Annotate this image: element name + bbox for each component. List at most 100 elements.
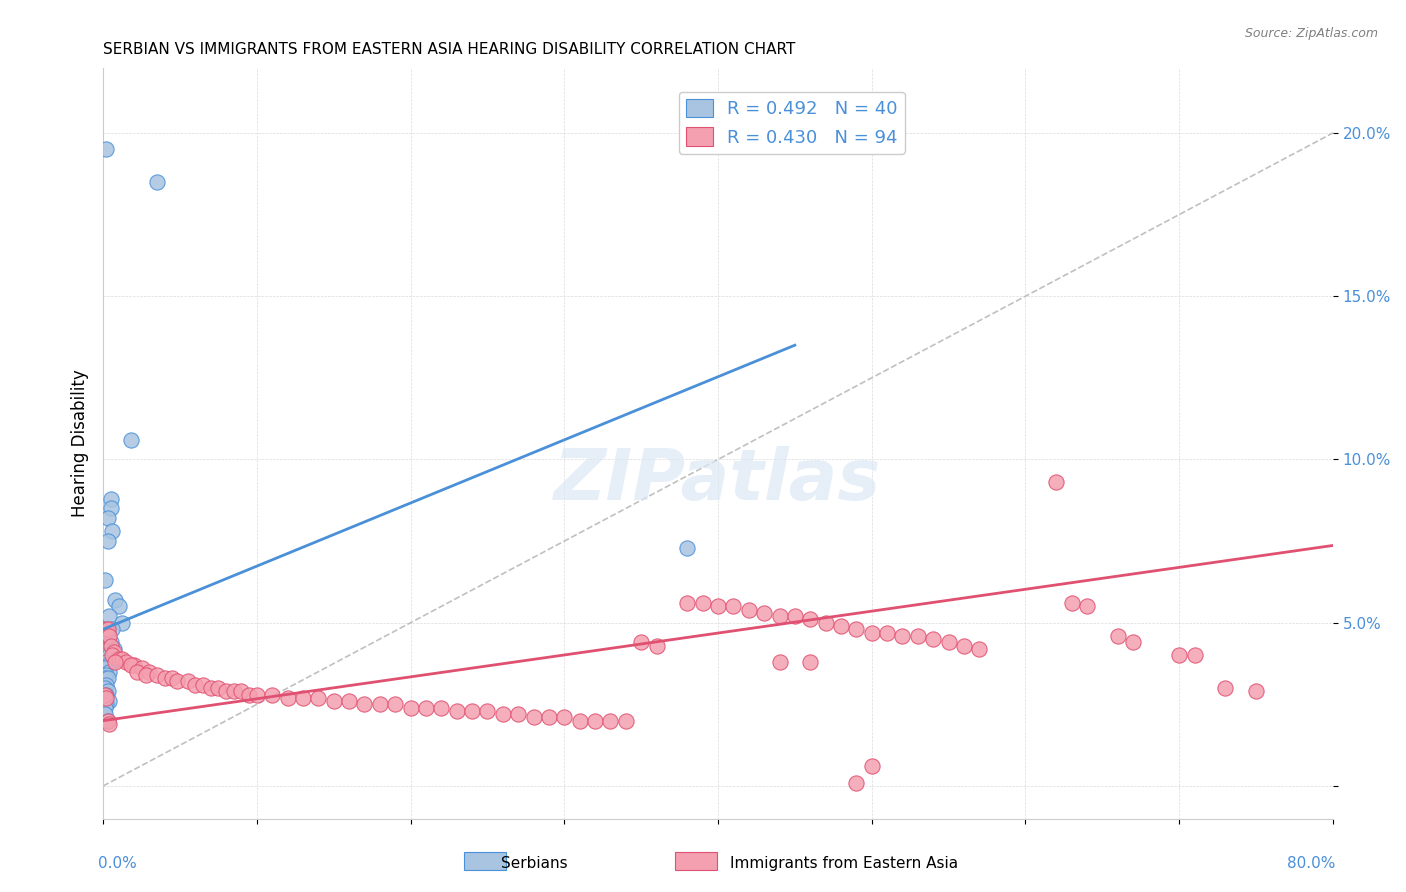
- Point: [860, 759, 883, 773]
- Point: [830, 619, 852, 633]
- Point: [98, 648, 121, 663]
- Point: [1337, 592, 1360, 607]
- Point: [568, 714, 591, 728]
- Point: [98, 609, 121, 624]
- Point: [922, 632, 945, 646]
- Point: [98, 694, 121, 708]
- Point: [100, 635, 122, 649]
- Point: [101, 524, 124, 539]
- Point: [96, 678, 118, 692]
- Point: [876, 625, 898, 640]
- Point: [938, 635, 960, 649]
- Point: [97, 714, 120, 728]
- Point: [537, 710, 560, 724]
- Point: [120, 658, 142, 673]
- Point: [101, 655, 124, 669]
- Point: [1045, 475, 1067, 490]
- Point: [93, 671, 115, 685]
- Point: [120, 433, 142, 447]
- Point: [1244, 684, 1267, 698]
- Point: [845, 775, 868, 789]
- Point: [97, 622, 120, 636]
- Point: [96, 668, 118, 682]
- Point: [1107, 629, 1129, 643]
- Point: [645, 639, 668, 653]
- Point: [125, 665, 148, 679]
- Point: [337, 694, 360, 708]
- Text: ZIPatlas: ZIPatlas: [554, 446, 882, 516]
- Point: [384, 698, 406, 712]
- Point: [1076, 599, 1098, 614]
- Point: [93, 648, 115, 663]
- Point: [799, 655, 821, 669]
- Point: [97, 511, 120, 525]
- Point: [184, 678, 207, 692]
- Point: [100, 501, 122, 516]
- Point: [110, 615, 132, 630]
- Point: [1353, 599, 1375, 614]
- Point: [430, 700, 453, 714]
- Point: [477, 704, 499, 718]
- Point: [845, 622, 868, 636]
- Point: [446, 704, 468, 718]
- Text: 80.0%: 80.0%: [1288, 856, 1336, 871]
- Point: [307, 690, 329, 705]
- Point: [153, 671, 176, 685]
- Point: [399, 700, 422, 714]
- Point: [93, 681, 115, 695]
- Point: [146, 175, 169, 189]
- Point: [553, 710, 575, 724]
- Point: [107, 651, 129, 665]
- Point: [676, 596, 699, 610]
- Point: [969, 641, 991, 656]
- Point: [461, 704, 484, 718]
- Point: [98, 665, 121, 679]
- Point: [135, 668, 157, 682]
- Point: [97, 534, 120, 549]
- Point: [104, 655, 127, 669]
- Point: [97, 671, 120, 685]
- Point: [93, 707, 115, 722]
- Point: [238, 688, 260, 702]
- Point: [291, 690, 314, 705]
- Point: [96, 698, 118, 712]
- Point: [1213, 681, 1236, 695]
- Point: [98, 629, 121, 643]
- Point: [246, 688, 269, 702]
- Point: [215, 684, 238, 698]
- Point: [97, 641, 120, 656]
- Point: [162, 671, 184, 685]
- Point: [614, 714, 637, 728]
- Point: [93, 688, 115, 702]
- Point: [322, 694, 344, 708]
- Point: [799, 612, 821, 626]
- Point: [860, 625, 883, 640]
- Point: [122, 658, 145, 673]
- Point: [93, 661, 115, 675]
- Point: [207, 681, 229, 695]
- Point: [676, 541, 699, 555]
- Text: Immigrants from Eastern Asia: Immigrants from Eastern Asia: [730, 856, 957, 871]
- Point: [96, 635, 118, 649]
- Point: [166, 674, 188, 689]
- Point: [707, 599, 730, 614]
- Point: [146, 668, 169, 682]
- Point: [103, 645, 125, 659]
- Text: 0.0%: 0.0%: [98, 856, 138, 871]
- Point: [1353, 299, 1375, 313]
- Point: [768, 609, 790, 624]
- Point: [723, 599, 745, 614]
- Y-axis label: Hearing Disability: Hearing Disability: [72, 369, 89, 517]
- Point: [1122, 635, 1144, 649]
- Point: [103, 641, 125, 656]
- Point: [891, 629, 914, 643]
- Point: [599, 714, 621, 728]
- Point: [131, 661, 153, 675]
- Point: [1184, 648, 1206, 663]
- Point: [96, 142, 118, 156]
- Point: [692, 596, 714, 610]
- Point: [101, 622, 124, 636]
- Point: [492, 707, 515, 722]
- Point: [738, 602, 761, 616]
- Point: [768, 655, 790, 669]
